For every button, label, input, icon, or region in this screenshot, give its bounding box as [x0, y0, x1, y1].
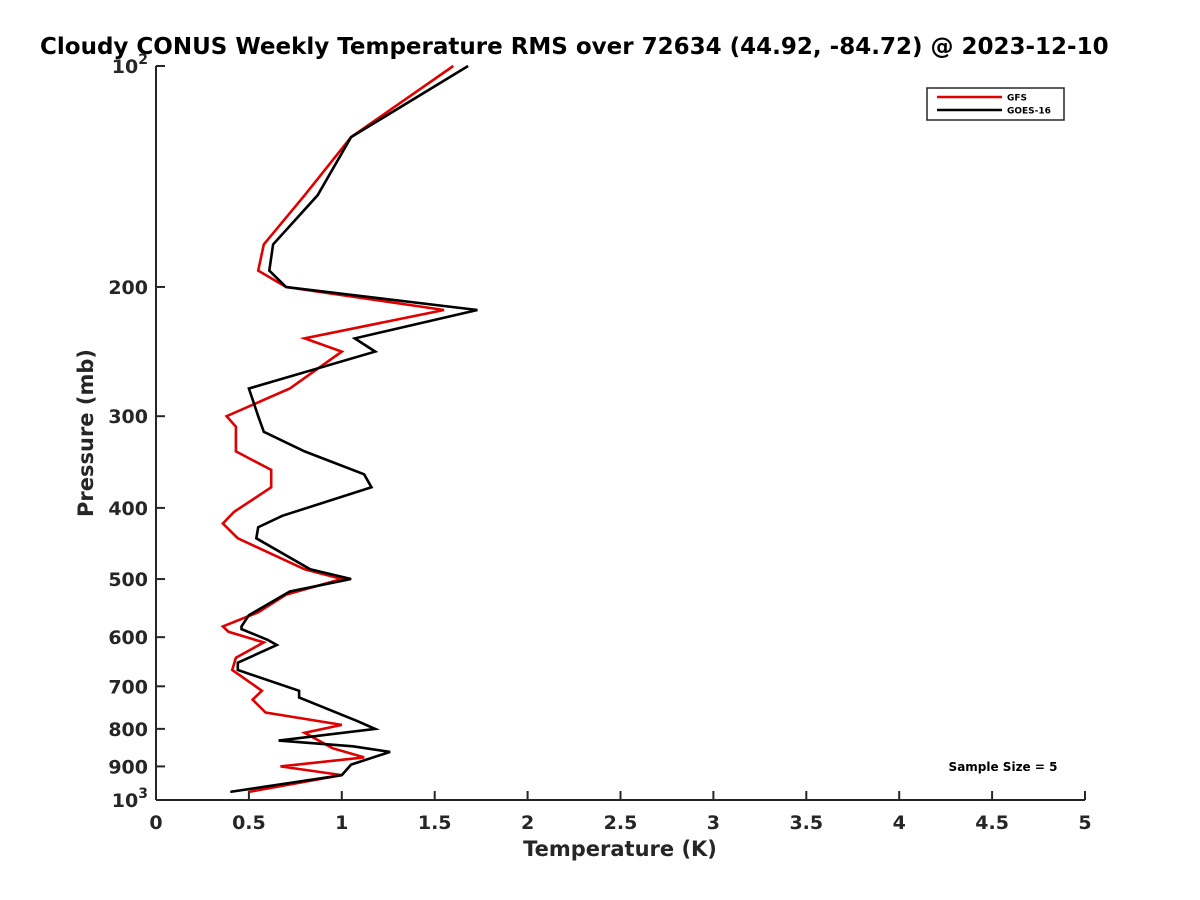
legend-box	[926, 87, 1065, 121]
y-tick-label: 400	[108, 498, 148, 520]
series-layer	[220, 64, 478, 794]
x-tick-label: 1.5	[418, 812, 452, 834]
x-axis-ticks: 0 0.5 1 1.5 2 2.5 3 3.5 4 4.5 5	[149, 791, 1092, 834]
chart-title: Cloudy CONUS Weekly Temperature RMS over…	[40, 34, 1109, 60]
y-tick-label: 800	[108, 719, 148, 741]
y-tick-label: 600	[108, 627, 148, 649]
y-axis-ticks: 102 200 300 400 500 600 700 800 900 103	[108, 52, 165, 812]
series-line-gfs	[220, 64, 455, 794]
x-tick-label: 4	[893, 812, 906, 834]
y-tick-label: 102	[112, 52, 148, 78]
x-tick-label: 1	[335, 812, 348, 834]
y-tick-label: 300	[108, 406, 148, 428]
x-tick-label: 0	[149, 812, 162, 834]
y-axis-label: Pressure (mb)	[74, 349, 98, 517]
x-tick-label: 4.5	[975, 812, 1009, 834]
series-line-goes-16	[230, 64, 478, 794]
y-tick-label: 103	[112, 786, 148, 812]
legend: GFS GOES-16	[926, 87, 1065, 121]
x-axis-label: Temperature (K)	[523, 837, 717, 861]
legend-label: GOES-16	[1007, 107, 1051, 117]
y-tick-label: 700	[108, 676, 148, 698]
x-tick-label: 0.5	[232, 812, 266, 834]
x-tick-label: 5	[1078, 812, 1091, 834]
legend-label: GFS	[1007, 94, 1027, 104]
y-tick-label: 500	[108, 569, 148, 591]
y-tick-label: 900	[108, 756, 148, 778]
x-tick-label: 2	[521, 812, 534, 834]
x-tick-label: 3	[707, 812, 720, 834]
x-tick-label: 2.5	[604, 812, 638, 834]
sample-size-annotation: Sample Size = 5	[949, 760, 1058, 774]
x-tick-label: 3.5	[789, 812, 823, 834]
y-tick-label: 200	[108, 277, 148, 299]
